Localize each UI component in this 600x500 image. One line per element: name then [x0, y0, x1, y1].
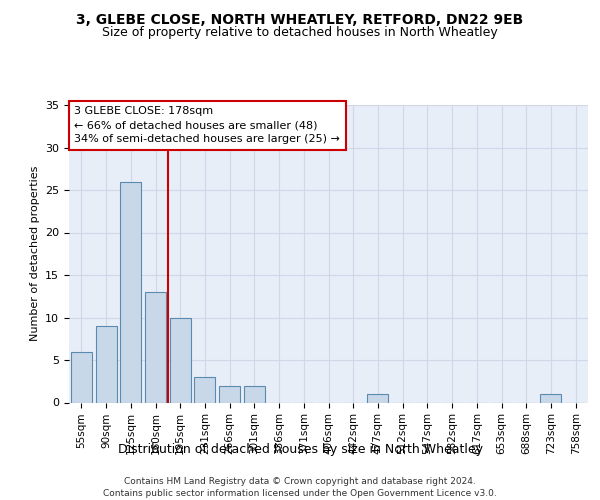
- Bar: [170, 318, 191, 402]
- Text: 3, GLEBE CLOSE, NORTH WHEATLEY, RETFORD, DN22 9EB: 3, GLEBE CLOSE, NORTH WHEATLEY, RETFORD,…: [76, 12, 524, 26]
- Text: 3 GLEBE CLOSE: 178sqm
← 66% of detached houses are smaller (48)
34% of semi-deta: 3 GLEBE CLOSE: 178sqm ← 66% of detached …: [74, 106, 340, 144]
- Text: Contains public sector information licensed under the Open Government Licence v3: Contains public sector information licen…: [103, 489, 497, 498]
- Bar: [95, 326, 116, 402]
- Bar: [71, 352, 92, 403]
- Bar: [367, 394, 388, 402]
- Bar: [244, 386, 265, 402]
- Bar: [219, 386, 240, 402]
- Text: Contains HM Land Registry data © Crown copyright and database right 2024.: Contains HM Land Registry data © Crown c…: [124, 478, 476, 486]
- Text: Size of property relative to detached houses in North Wheatley: Size of property relative to detached ho…: [102, 26, 498, 39]
- Bar: [541, 394, 562, 402]
- Bar: [194, 377, 215, 402]
- Bar: [120, 182, 141, 402]
- Bar: [145, 292, 166, 403]
- Text: Distribution of detached houses by size in North Wheatley: Distribution of detached houses by size …: [118, 442, 482, 456]
- Y-axis label: Number of detached properties: Number of detached properties: [29, 166, 40, 342]
